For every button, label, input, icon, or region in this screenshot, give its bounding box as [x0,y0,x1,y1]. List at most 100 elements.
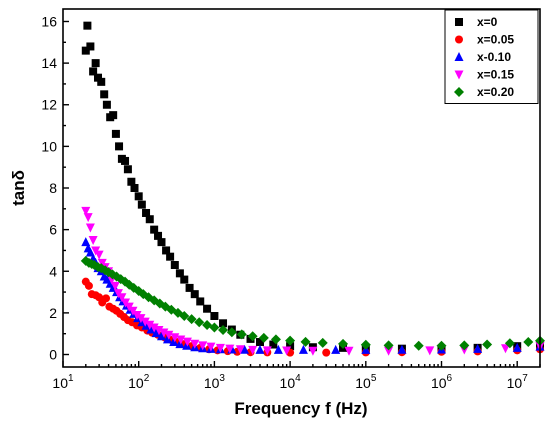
data-point [236,329,247,340]
data-point [149,323,159,333]
x-axis-title: Frequency f (Hz) [234,399,367,418]
data-point [162,246,171,255]
y-tick-label: 10 [41,138,57,154]
data-point [164,330,174,340]
data-point [179,311,190,322]
data-point [166,252,175,261]
data-point [215,343,225,353]
data-point [81,206,91,216]
data-point [322,348,331,357]
legend-label: x=0.15 [477,68,514,82]
data-point [159,328,169,338]
data-point [317,337,328,348]
data-point [182,340,192,350]
data-point [170,333,180,343]
data-point [175,269,184,278]
data-point [436,340,447,351]
data-point [84,281,93,290]
data-point [298,344,308,354]
data-point [151,328,161,338]
data-point [194,317,205,328]
data-point [91,59,100,68]
x-tick-label: 106 [431,373,453,391]
data-point [273,344,283,354]
y-axis-ticks: 0 2 4 6 8 10 12 14 16 [41,13,69,363]
data-point [235,345,245,355]
legend-marker [455,18,463,26]
x-tick-label: 103 [204,373,226,391]
y-tick-label: 2 [49,305,57,321]
data-point [196,297,205,306]
data-point [141,320,151,330]
legend-marker [454,70,464,80]
data-point [157,238,166,247]
data-point [145,320,155,330]
data-point [86,42,95,51]
data-point [175,339,185,349]
x-tick-label: 105 [355,373,377,391]
data-point [286,342,295,351]
data-point [383,340,394,351]
x-tick-label: 104 [280,373,302,391]
data-point [89,67,98,76]
data-point [523,337,534,348]
data-point [258,332,269,343]
data-point [198,341,208,351]
data-point [134,192,143,201]
x-axis-ticks: 101 102 103 104 105 106 107 [52,361,541,391]
data-point [142,208,151,217]
data-point [384,346,394,356]
data-point [132,310,142,320]
data-point [473,343,483,353]
data-point [206,342,216,352]
legend-label: x=0 [477,15,498,29]
data-point [145,215,154,224]
legend-label: x=0.05 [477,33,514,47]
data-point [146,324,156,334]
data-point [110,281,120,291]
data-point [85,223,95,233]
data-point [117,293,127,303]
data-point [154,231,163,240]
data-point [102,294,111,303]
data-point [482,339,493,350]
data-point [81,237,91,247]
legend-label: x-0.10 [477,50,511,64]
data-point [459,340,470,351]
series-4 [80,255,545,351]
x-tick-label: 102 [128,373,150,391]
y-axis-title: tanδ [9,170,28,206]
data-point [203,304,212,313]
data-point [308,346,318,356]
y-tick-label: 8 [49,180,57,196]
data-point [154,325,164,335]
data-point [137,200,146,209]
data-point [240,344,250,354]
data-point [156,331,166,341]
data-point [85,247,95,257]
data-point [120,276,131,287]
data-point [344,346,354,356]
y-tick-label: 6 [49,222,57,238]
series-3 [81,206,545,356]
y-tick-label: 14 [41,55,57,71]
data-point [94,73,103,82]
y-tick-label: 0 [49,347,57,363]
data-point [190,339,200,349]
legend-marker [454,52,464,61]
data-point [111,129,120,138]
data-point [182,337,192,347]
data-point [255,338,264,347]
data-point [180,275,189,284]
data-point [121,156,130,165]
data-point [248,345,258,355]
series-layer [80,21,545,357]
legend-marker [455,35,463,44]
data-point [413,340,424,351]
data-point [262,346,272,356]
data-point [186,314,197,325]
data-point [269,340,278,349]
data-point [185,283,194,292]
